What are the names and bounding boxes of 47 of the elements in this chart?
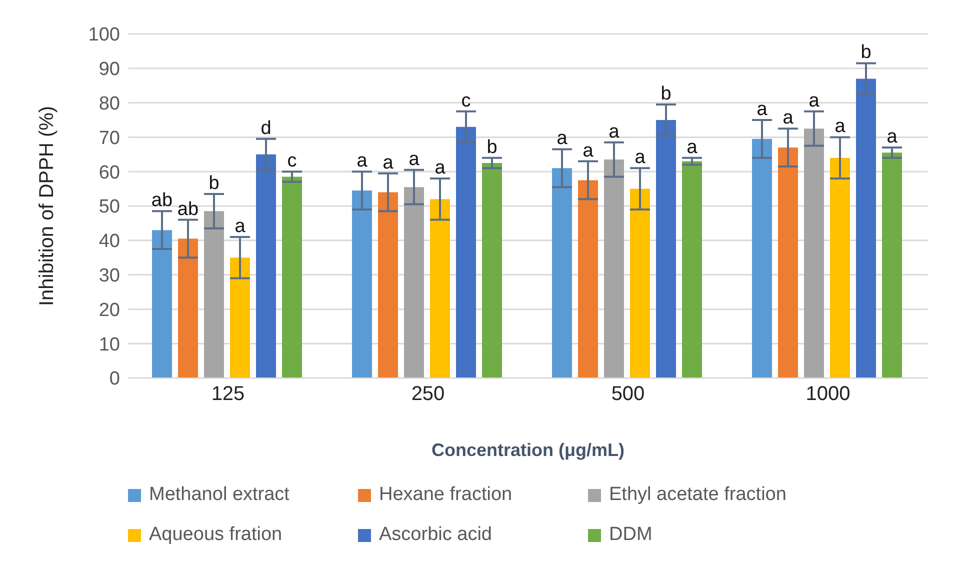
data-label: a [686,136,698,158]
data-label: a [356,150,368,172]
y-tick-label: 60 [98,162,120,184]
y-tick-label: 80 [98,94,120,115]
data-label: a [434,157,446,178]
legend-label: Hexane fraction [379,484,512,506]
data-label: a [782,108,794,129]
y-tick-label: 90 [98,59,120,80]
legend-label: Ethyl acetate fraction [609,484,786,506]
y-tick-label: 50 [98,196,120,218]
x-tick-label: 250 [411,383,445,406]
x-tick-label: 1000 [806,383,850,406]
x-axis-title: Concentration (μg/mL) [432,440,625,460]
legend-label: Ascorbic acid [379,524,492,546]
data-label: a [408,148,420,170]
data-label: b [486,136,498,158]
x-tick-label: 500 [611,383,645,406]
legend-label: DDM [609,524,652,546]
data-label: b [208,172,220,194]
data-label: ab [177,198,199,220]
y-tick-label: 40 [98,231,120,252]
y-axis-title: Inhibition of DPPH (%) [36,106,58,306]
data-label: b [660,84,672,105]
data-label: a [382,152,394,174]
data-label: a [634,147,646,168]
data-label: a [756,99,768,120]
data-label: a [556,128,568,150]
data-label: a [582,140,594,162]
data-label: a [608,121,620,142]
y-tick-label: 20 [98,300,120,321]
y-tick-label: 70 [98,128,120,149]
data-label: b [860,42,872,64]
data-label: ab [151,190,173,212]
y-tick-label: 30 [98,266,120,287]
y-tick-label: 10 [98,334,120,356]
data-label: a [834,116,846,138]
legend-label: Aqueous fration [149,524,282,546]
legend-label: Methanol extract [149,484,290,506]
data-label: c [461,90,471,112]
data-label: c [287,150,297,172]
data-label: a [886,126,898,148]
data-label: a [234,216,246,237]
y-tick-label: 100 [88,24,120,46]
y-tick-label: 0 [109,368,120,390]
data-label: d [260,118,272,139]
data-label: a [808,90,820,112]
x-tick-label: 125 [211,383,245,406]
